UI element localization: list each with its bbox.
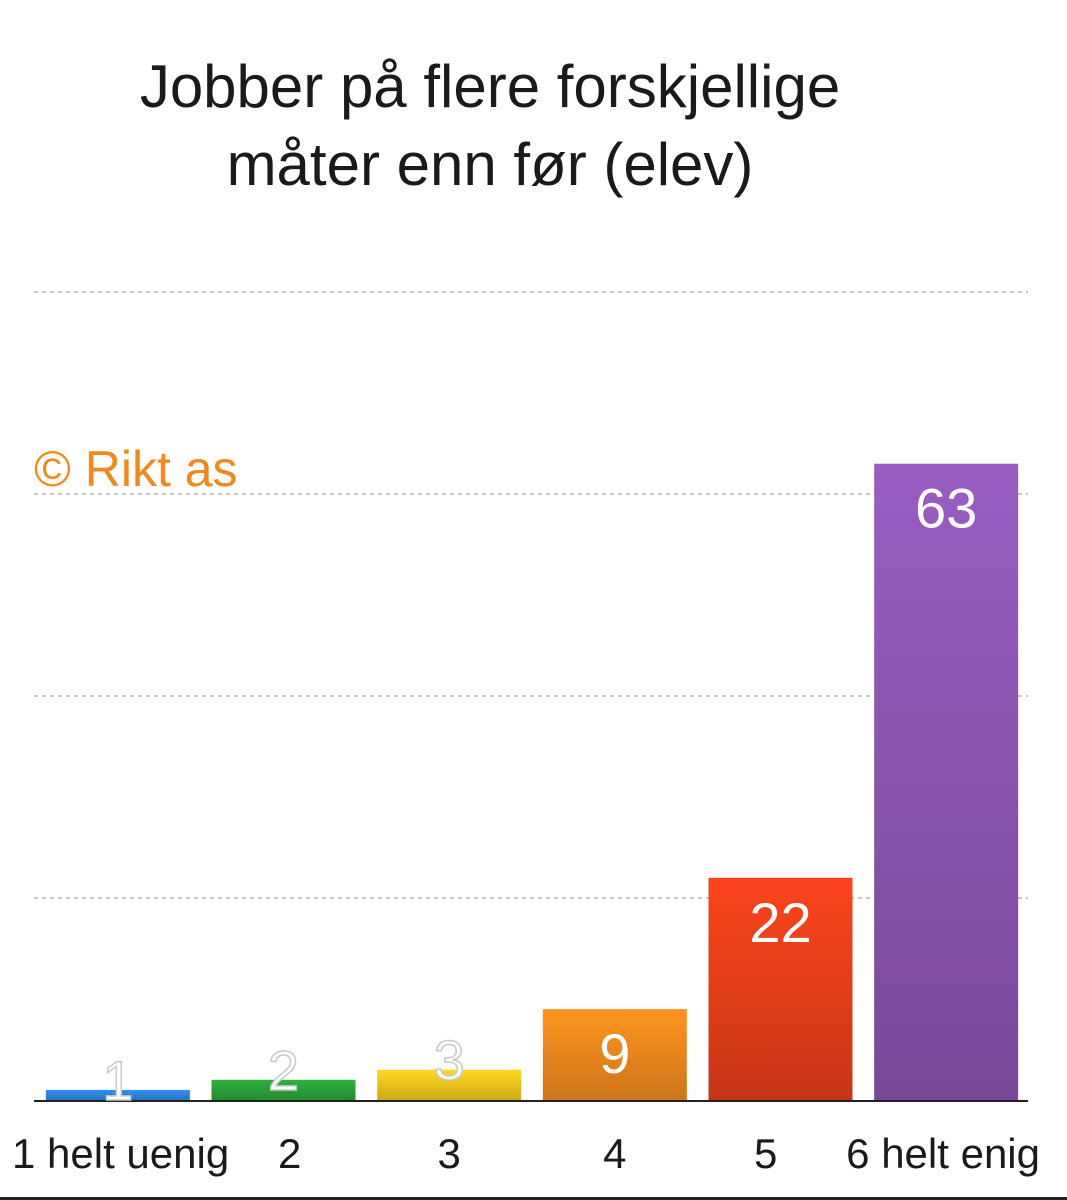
data-label-4: 9: [599, 1022, 630, 1085]
chart-title-line-2: måter enn før (elev): [226, 131, 754, 198]
bottom-border: [0, 1197, 1067, 1200]
x-tick-label-1: 1 helt uenig: [12, 1130, 229, 1177]
chart-title: Jobber på flere forskjellige måter enn f…: [0, 48, 980, 204]
data-label-1: 1: [102, 1049, 133, 1112]
watermark-text: © Rikt as: [34, 441, 238, 497]
data-labels: 1 2 3 9 22 63: [102, 477, 978, 1113]
x-tick-labels: 1 helt uenig 2 3 4 5 6 helt enig: [12, 1130, 1040, 1177]
data-label-3: 3: [434, 1029, 465, 1092]
x-tick-label-4: 4: [603, 1130, 626, 1177]
bars: [45, 463, 1019, 1100]
data-label-5: 22: [749, 891, 811, 954]
x-tick-label-6: 6 helt enig: [846, 1130, 1040, 1177]
bar-5: [708, 877, 853, 1100]
bar-4: [542, 1009, 687, 1100]
data-label-6: 63: [915, 477, 977, 540]
x-tick-label-3: 3: [437, 1130, 460, 1177]
x-tick-label-2: 2: [278, 1130, 301, 1177]
gridlines: [34, 291, 1028, 1102]
bar-6: [874, 463, 1019, 1100]
bar-3: [377, 1069, 522, 1100]
data-label-2: 2: [268, 1039, 299, 1102]
bar-1: [45, 1089, 190, 1100]
bar-2: [211, 1079, 356, 1100]
x-tick-label-5: 5: [754, 1130, 777, 1177]
chart-title-line-1: Jobber på flere forskjellige: [139, 53, 841, 120]
